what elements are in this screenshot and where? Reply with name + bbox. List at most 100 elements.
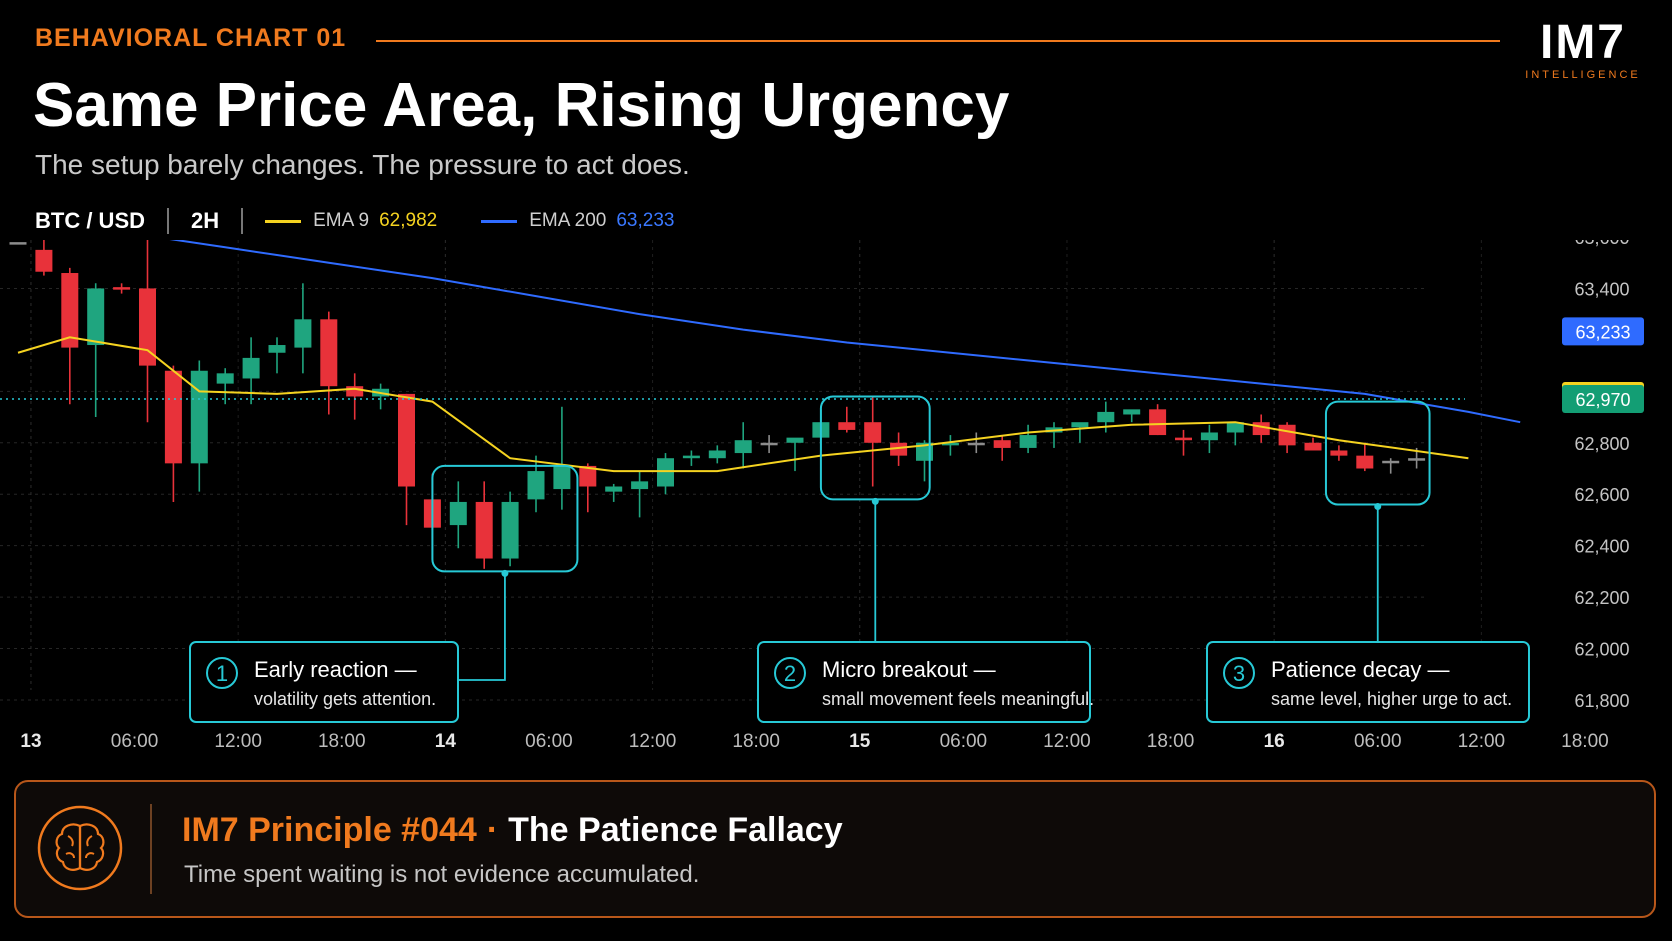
candle xyxy=(1123,409,1141,423)
candle xyxy=(139,240,156,423)
candle-body xyxy=(1330,450,1348,456)
candle-body xyxy=(1226,422,1244,433)
principle-text: Time spent waiting is not evidence accum… xyxy=(184,861,700,888)
annotation-number: 2 xyxy=(784,661,796,686)
annotation-number-circle xyxy=(774,657,806,689)
candle-body xyxy=(475,501,493,559)
candle-body xyxy=(1382,460,1400,464)
instrument-pair: BTC / USD xyxy=(35,208,145,233)
candle-body xyxy=(449,501,467,526)
candle xyxy=(398,393,415,526)
candle-body xyxy=(760,442,778,446)
x-tick-label: 12:00 xyxy=(1043,731,1091,752)
price-tag-bg xyxy=(1562,317,1644,346)
candle-body xyxy=(1408,458,1426,461)
principle-name: The Patience Fallacy xyxy=(508,811,843,849)
annotation-anchor-dot xyxy=(501,569,509,577)
candle xyxy=(113,283,131,294)
gridlines xyxy=(0,240,1482,701)
x-tick-label: 18:00 xyxy=(1561,731,1609,752)
candle xyxy=(967,432,985,454)
instrument-bar: BTC / USD 2H EMA 9 62,982 EMA 200 63,233 xyxy=(35,205,718,237)
candle-body xyxy=(1356,455,1374,469)
candle xyxy=(475,481,493,569)
candle xyxy=(1278,422,1296,454)
x-tick-label: 13 xyxy=(20,731,41,752)
divider xyxy=(241,208,244,234)
candle-body xyxy=(786,437,804,443)
kicker-rule xyxy=(376,40,1500,42)
annotation-2: 2 Micro breakout — small movement feels me… xyxy=(757,395,1094,723)
annotation-card xyxy=(189,641,459,723)
candle-body xyxy=(294,319,312,348)
candle xyxy=(657,453,674,495)
im7-logo: IM7 INTELLIGENCE xyxy=(1520,18,1646,82)
candle xyxy=(993,435,1011,461)
current-price-tag: 62,970 xyxy=(1562,385,1644,414)
price-tag-label: 62,970 xyxy=(1575,390,1630,410)
principle-dot: · xyxy=(486,811,499,849)
candle xyxy=(1175,429,1192,456)
principle-number: IM7 Principle #044 xyxy=(182,811,477,849)
candle-body xyxy=(1175,437,1192,441)
candle-body xyxy=(708,450,726,459)
annotation-card xyxy=(757,641,1091,723)
candle xyxy=(449,481,467,549)
candle-body xyxy=(320,319,338,387)
annotation-title: Micro breakout — xyxy=(822,657,996,682)
y-tick-label: 61,800 xyxy=(1574,691,1629,711)
x-tick-label: 12:00 xyxy=(1458,731,1506,752)
candle-body xyxy=(941,442,959,446)
ema-fast-name: EMA 9 xyxy=(313,210,370,231)
annotation-highlight-box xyxy=(819,395,931,501)
candle-body xyxy=(164,370,182,464)
candle xyxy=(760,435,778,454)
y-tick-label: 63,400 xyxy=(1574,279,1629,299)
candle xyxy=(941,435,959,456)
price-tag-label: 63,233 xyxy=(1575,322,1630,342)
candle-body xyxy=(61,273,79,348)
candle-body xyxy=(734,440,752,454)
candle xyxy=(35,240,53,276)
candle-body xyxy=(1019,435,1037,448)
divider xyxy=(167,208,169,234)
x-tick-label: 06:00 xyxy=(525,731,573,752)
annotation-connector xyxy=(458,571,506,681)
candle-body xyxy=(1278,424,1296,446)
candle-body xyxy=(268,345,286,353)
ema-fast-value: 62,982 xyxy=(379,210,438,231)
candle-body xyxy=(242,357,260,379)
candle xyxy=(9,242,27,245)
annotation-number-circle xyxy=(206,657,238,689)
x-tick-label: 18:00 xyxy=(732,731,780,752)
y-axis-labels: 63,60063,40063,00062,80062,60062,40062,2… xyxy=(1574,240,1629,711)
candle-body xyxy=(967,442,985,446)
candle-body xyxy=(1123,409,1141,415)
x-tick-label: 12:00 xyxy=(214,731,262,752)
annotation-title: Early reaction — xyxy=(254,657,417,682)
chart-kicker: BEHAVIORAL CHART 01 xyxy=(35,24,347,52)
x-tick-label: 12:00 xyxy=(629,731,677,752)
candle xyxy=(1149,404,1167,436)
candle xyxy=(61,267,79,405)
candle xyxy=(605,483,623,502)
candle-body xyxy=(190,370,208,464)
ema-fast-legend-line xyxy=(265,219,302,223)
x-tick-label: 18:00 xyxy=(318,731,366,752)
candle-body xyxy=(993,440,1011,448)
x-tick-label: 06:00 xyxy=(111,731,159,752)
annotation-number: 3 xyxy=(1233,661,1245,686)
candle-body xyxy=(631,481,649,490)
candle-body xyxy=(1149,409,1167,436)
candle xyxy=(1304,437,1322,451)
candle xyxy=(631,471,649,518)
candle-body xyxy=(527,471,545,500)
candle xyxy=(864,396,882,487)
candle xyxy=(346,373,364,420)
page-subtitle: The setup barely changes. The pressure t… xyxy=(35,149,690,180)
candle xyxy=(1356,442,1374,472)
annotation-title: Patience decay — xyxy=(1271,657,1450,682)
candle xyxy=(1071,422,1089,443)
footer-divider xyxy=(150,804,152,894)
candle xyxy=(294,283,312,374)
